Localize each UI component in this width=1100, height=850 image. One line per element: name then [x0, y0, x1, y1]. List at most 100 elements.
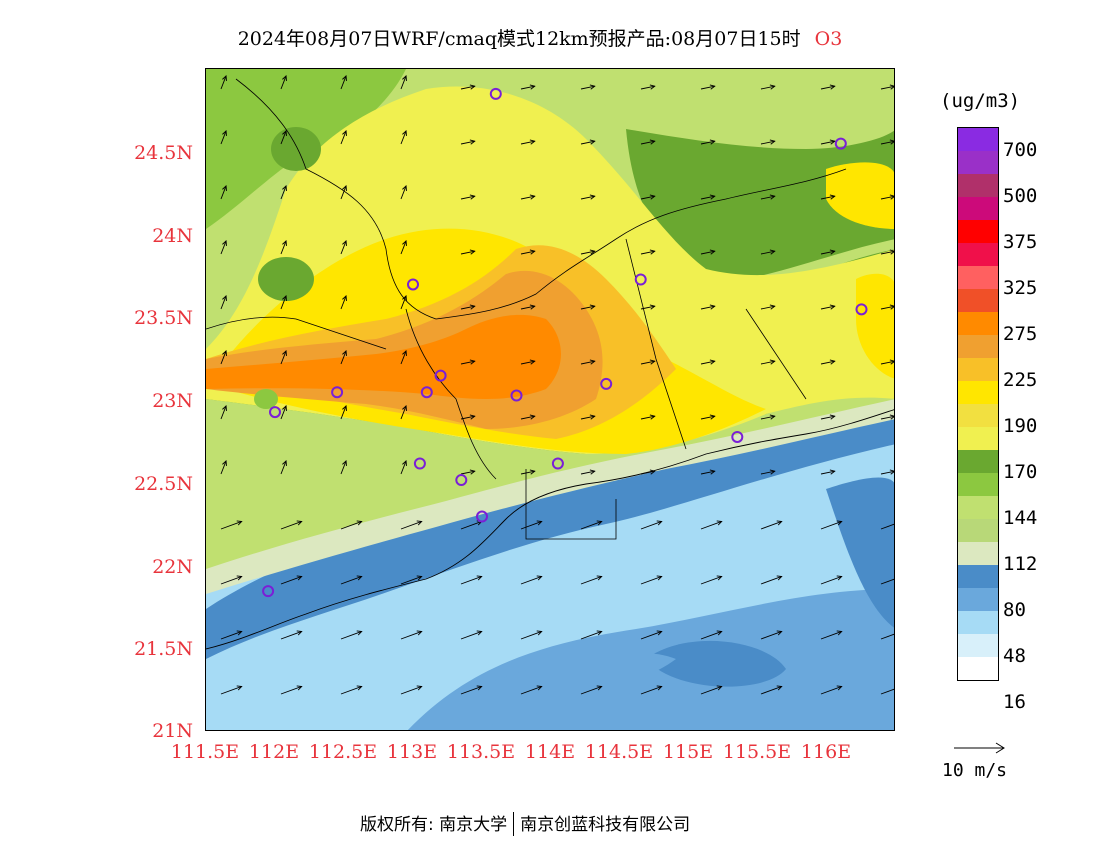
wind-arrow: [760, 304, 776, 310]
station-marker[interactable]: [855, 303, 868, 316]
legend-color-box: [958, 542, 998, 565]
wind-arrow: [820, 575, 843, 585]
wind-arrow: [820, 139, 836, 145]
wind-arrow: [520, 249, 536, 255]
legend-color-box: [958, 588, 998, 611]
wind-arrow: [880, 194, 894, 200]
wind-arrow: [580, 630, 603, 640]
station-marker[interactable]: [510, 389, 523, 402]
wind-arrow: [520, 469, 536, 475]
legend-label: 112: [1003, 553, 1038, 575]
wind-arrow: [700, 469, 716, 475]
lat-label: 21N: [152, 720, 193, 742]
wind-arrow: [460, 84, 476, 90]
wind-arrow: [640, 249, 656, 255]
lat-label: 22N: [152, 556, 193, 578]
wind-arrow: [640, 359, 656, 365]
wind-arrow: [280, 294, 287, 310]
wind-vectors: [220, 74, 894, 695]
wind-arrow: [220, 459, 227, 475]
wind-arrow: [880, 304, 894, 310]
wind-arrow: [220, 184, 227, 200]
wind-arrow: [220, 294, 227, 310]
wind-arrow: [460, 359, 476, 365]
legend-color-box: [958, 312, 998, 335]
wind-arrow: [220, 575, 243, 585]
wind-arrow: [220, 349, 227, 365]
wind-reference-label: 10 m/s: [942, 760, 1008, 781]
station-marker[interactable]: [731, 430, 744, 443]
station-marker[interactable]: [413, 457, 426, 470]
wind-arrow: [520, 520, 543, 530]
legend-color-box: [958, 496, 998, 519]
station-marker[interactable]: [551, 457, 564, 470]
wind-arrow: [340, 575, 363, 585]
lon-label: 116E: [800, 741, 852, 763]
wind-arrow: [520, 304, 536, 310]
wind-arrow: [280, 685, 303, 695]
legend-label: 275: [1003, 323, 1038, 345]
station-marker[interactable]: [489, 87, 502, 100]
lon-label: 112E: [248, 741, 300, 763]
wind-arrow: [640, 414, 656, 420]
station-marker[interactable]: [269, 406, 281, 419]
wind-arrow: [340, 294, 347, 310]
station-marker[interactable]: [407, 278, 419, 291]
station-marker[interactable]: [600, 377, 613, 390]
legend-color-box: [958, 266, 998, 289]
wind-arrow: [220, 74, 227, 90]
wind-arrow: [640, 84, 656, 90]
station-marker[interactable]: [455, 474, 468, 487]
wind-arrow: [400, 294, 407, 310]
wind-arrow: [820, 359, 836, 365]
wind-arrow: [880, 688, 894, 695]
ozone-map[interactable]: [205, 68, 895, 731]
wind-arrow: [640, 685, 663, 695]
wind-arrow: [460, 414, 476, 420]
wind-arrow: [280, 349, 287, 365]
legend-label: 375: [1003, 231, 1038, 253]
wind-arrow: [400, 404, 407, 420]
wind-arrow: [820, 469, 836, 475]
station-marker[interactable]: [262, 585, 275, 598]
wind-arrow: [280, 520, 303, 530]
lat-label: 24N: [152, 225, 193, 247]
station-marker[interactable]: [634, 273, 647, 286]
station-marker[interactable]: [476, 510, 488, 523]
wind-arrow: [700, 249, 716, 255]
legend-color-box: [958, 358, 998, 381]
wind-arrow: [580, 685, 603, 695]
legend-color-box: [958, 243, 998, 266]
legend-color-box: [958, 381, 998, 404]
map-title: 2024年08月07日WRF/cmaq模式12km预报产品:08月07日15时 O…: [0, 24, 1080, 51]
wind-arrow: [760, 520, 783, 530]
wind-arrow: [820, 414, 836, 420]
station-marker[interactable]: [331, 386, 344, 399]
station-marker[interactable]: [434, 369, 447, 382]
legend-color-box: [958, 174, 998, 197]
wind-arrow: [340, 520, 363, 530]
wind-arrow: [880, 139, 894, 145]
station-marker[interactable]: [834, 137, 847, 150]
wind-arrow: [280, 129, 287, 145]
wind-arrow: [220, 404, 227, 420]
legend-color-box: [958, 611, 998, 634]
wind-arrow: [280, 184, 287, 200]
legend-color-box: [958, 634, 998, 657]
lat-label: 23.5N: [134, 307, 193, 329]
wind-arrow: [520, 575, 543, 585]
station-marker[interactable]: [420, 386, 433, 399]
wind-arrow: [340, 129, 347, 145]
legend-label: 170: [1003, 461, 1038, 483]
wind-arrow: [880, 84, 894, 90]
lon-label: 113.5E: [446, 741, 516, 763]
wind-arrow: [700, 304, 716, 310]
wind-arrow: [880, 633, 894, 640]
color-legend: [957, 127, 999, 681]
lon-label: 114E: [524, 741, 576, 763]
legend-color-box: [958, 335, 998, 358]
wind-arrow: [340, 459, 347, 475]
wind-arrow: [580, 304, 596, 310]
wind-arrow: [640, 520, 663, 530]
wind-arrow: [220, 129, 227, 145]
